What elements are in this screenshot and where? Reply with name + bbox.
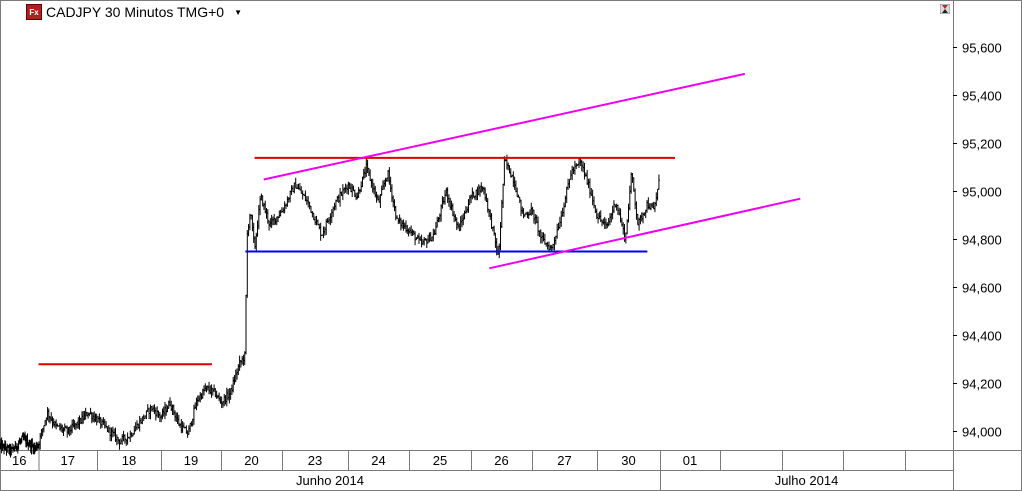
y-tick-label: 94,800 [962, 233, 1002, 248]
x-day-label: 30 [621, 453, 635, 468]
x-day-label: 19 [184, 453, 198, 468]
x-day-label: 26 [494, 453, 508, 468]
y-axis: 94,000 94,200 94,400 94,600 94,800 95,000 95,2… [953, 41, 1002, 440]
trend-annotations [38, 72, 801, 366]
x-month-label: Junho 2014 [296, 473, 364, 488]
channel-upper [263, 72, 746, 181]
y-tick-label: 94,200 [962, 377, 1002, 392]
x-day-label: 27 [557, 453, 571, 468]
chart-title-bar[interactable]: Fx CADJPY 30 Minutos TMG+0 ▼ [26, 2, 242, 22]
candlestick-series [0, 154, 660, 458]
x-day-label: 25 [433, 453, 447, 468]
x-axis-months: Junho 2014 Julho 2014 [296, 470, 838, 491]
y-tick-label: 95,400 [962, 89, 1002, 104]
x-axis-days: 16 17 18 19 20 23 24 25 26 27 30 01 [12, 450, 906, 470]
channel-lower [489, 197, 801, 270]
chart-title: CADJPY 30 Minutos TMG+0 [46, 4, 225, 20]
y-tick-label: 94,400 [962, 329, 1002, 344]
x-day-label: 16 [12, 453, 26, 468]
y-tick-label: 94,000 [962, 425, 1002, 440]
y-tick-label: 95,600 [962, 41, 1002, 56]
x-day-label: 23 [308, 453, 322, 468]
fx-icon: Fx [26, 4, 42, 20]
x-month-label: Julho 2014 [775, 473, 839, 488]
y-tick-label: 95,000 [962, 185, 1002, 200]
x-day-label: 18 [122, 453, 136, 468]
y-tick-label: 95,200 [962, 137, 1002, 152]
x-day-label: 01 [683, 453, 697, 468]
hourglass-icon[interactable] [940, 4, 950, 14]
x-day-label: 20 [244, 453, 258, 468]
x-day-label: 24 [371, 453, 385, 468]
x-day-label: 17 [61, 453, 75, 468]
chevron-down-icon[interactable]: ▼ [234, 7, 242, 17]
y-tick-label: 94,600 [962, 281, 1002, 296]
